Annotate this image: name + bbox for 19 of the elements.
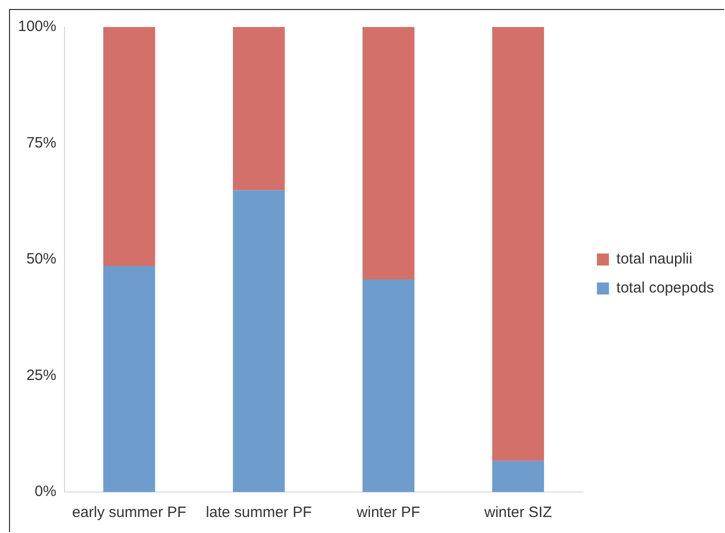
bar <box>232 27 285 190</box>
y-tick-label: 50% <box>26 250 56 268</box>
x-tick-label: late summer PF <box>206 504 312 522</box>
bar <box>362 27 414 280</box>
bar <box>232 190 285 492</box>
x-tick-label: early summer PF <box>72 504 186 522</box>
bar <box>103 27 156 266</box>
y-tick-label: 100% <box>18 18 56 36</box>
bar <box>492 27 544 461</box>
x-tick-label: winter SIZ <box>483 504 552 522</box>
y-tick-label: 0% <box>34 483 56 500</box>
y-tick-label: 75% <box>26 134 56 152</box>
legend-label: total copepods <box>616 280 714 297</box>
bar <box>492 460 544 492</box>
bar <box>103 266 156 492</box>
legend-label: total nauplii <box>616 250 692 268</box>
bar <box>362 279 414 492</box>
x-tick-label: winter PF <box>356 504 420 522</box>
y-tick-label: 25% <box>26 366 56 384</box>
